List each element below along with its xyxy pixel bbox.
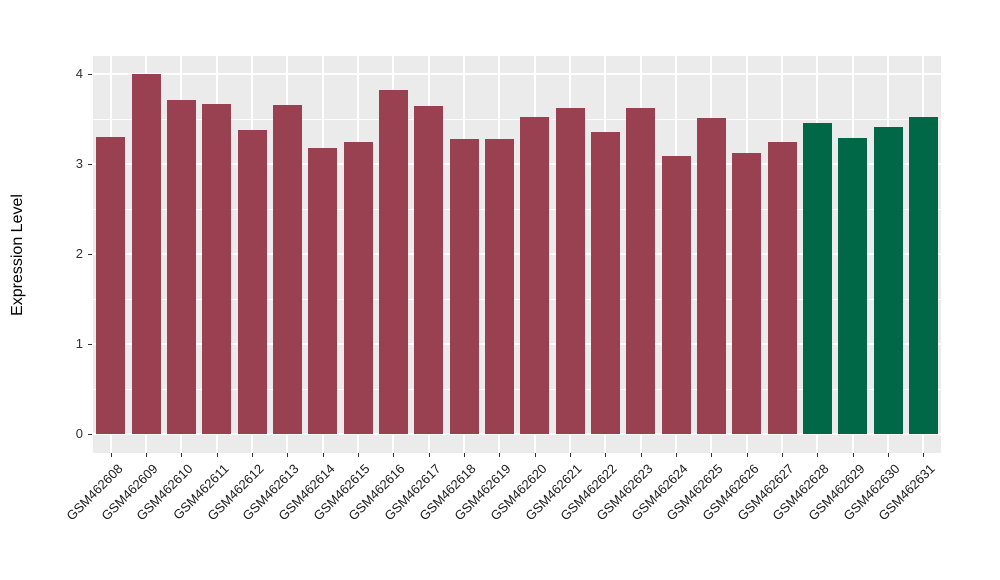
bar-GSM462617 xyxy=(414,105,444,434)
bar-GSM462630 xyxy=(873,127,903,434)
bar-GSM462609 xyxy=(131,74,161,434)
bar-GSM462621 xyxy=(555,108,585,434)
x-tick-mark xyxy=(287,453,289,457)
y-tick-mark xyxy=(88,434,92,435)
y-tick-mark xyxy=(88,344,92,345)
y-tick-mark xyxy=(88,254,92,255)
major-gridline xyxy=(93,433,941,435)
x-tick-mark xyxy=(181,453,183,457)
x-tick-mark xyxy=(464,453,465,457)
bar-GSM462631 xyxy=(908,117,938,434)
x-tick-mark xyxy=(817,453,819,457)
y-tick-label: 0 xyxy=(75,426,83,441)
bar-GSM462624 xyxy=(661,155,691,434)
bar-GSM462608 xyxy=(96,137,126,434)
bar-GSM462626 xyxy=(732,153,762,434)
y-axis-title: Expression Level xyxy=(9,194,26,316)
major-gridline xyxy=(93,163,941,165)
y-tick-label: 1 xyxy=(75,336,83,351)
major-gridline xyxy=(93,73,941,75)
x-tick-mark xyxy=(146,453,147,457)
y-tick-mark xyxy=(88,164,92,165)
bar-GSM462613 xyxy=(272,104,302,434)
x-tick-mark xyxy=(888,453,889,457)
x-tick-mark xyxy=(640,453,642,457)
x-tick-mark xyxy=(322,453,324,457)
x-tick-mark xyxy=(746,453,748,457)
bar-GSM462618 xyxy=(449,138,479,434)
minor-gridline xyxy=(93,389,941,390)
x-tick-mark xyxy=(923,453,925,457)
x-tick-mark xyxy=(534,453,536,457)
minor-gridline xyxy=(93,299,941,300)
bar-GSM462614 xyxy=(308,147,338,434)
bar-GSM462611 xyxy=(202,103,232,434)
x-tick-mark xyxy=(358,453,359,457)
bar-GSM462610 xyxy=(166,100,196,434)
bar-GSM462628 xyxy=(802,122,832,434)
bar-GSM462612 xyxy=(237,129,267,434)
x-tick-mark xyxy=(570,453,571,457)
x-tick-mark xyxy=(852,453,854,457)
bar-GSM462629 xyxy=(838,137,868,434)
x-tick-mark xyxy=(499,453,501,457)
minor-gridline xyxy=(93,209,941,210)
x-tick-mark xyxy=(216,453,218,457)
y-tick-label: 2 xyxy=(75,246,83,261)
bar-GSM462625 xyxy=(696,118,726,434)
y-tick-label: 4 xyxy=(75,66,83,81)
bar-GSM462627 xyxy=(767,141,797,434)
bar-GSM462619 xyxy=(484,138,514,434)
x-tick-mark xyxy=(711,453,713,457)
x-tick-mark xyxy=(393,453,395,457)
x-tick-mark xyxy=(252,453,253,457)
major-gridline xyxy=(93,253,941,255)
x-tick-mark xyxy=(110,453,112,457)
x-tick-mark xyxy=(782,453,783,457)
minor-gridline xyxy=(93,119,941,120)
x-tick-mark xyxy=(676,453,677,457)
plot-panel xyxy=(93,56,941,453)
y-tick-mark xyxy=(88,74,92,75)
bar-GSM462616 xyxy=(378,90,408,434)
major-gridline xyxy=(93,343,941,345)
bar-GSM462622 xyxy=(590,131,620,434)
bar-GSM462623 xyxy=(626,108,656,434)
x-tick-mark xyxy=(605,453,607,457)
x-tick-mark xyxy=(428,453,430,457)
bar-GSM462615 xyxy=(343,142,373,434)
y-tick-label: 3 xyxy=(75,156,83,171)
bar-GSM462620 xyxy=(520,117,550,434)
